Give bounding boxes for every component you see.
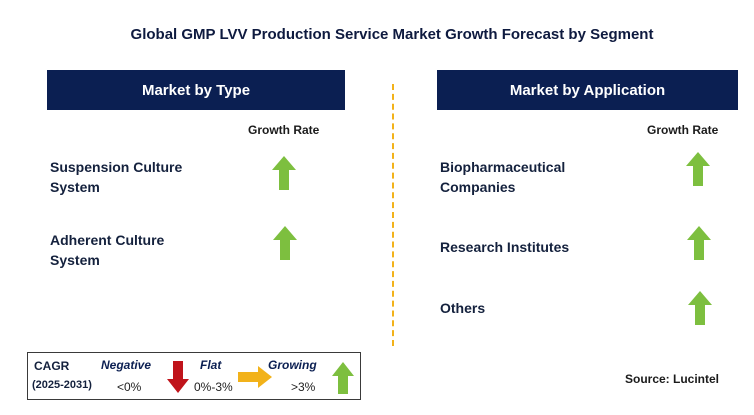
arrow-up-icon	[273, 226, 297, 260]
app-row-biopharma-line2: Companies	[440, 179, 516, 195]
app-row-others: Others	[440, 298, 620, 318]
arrow-down-icon	[167, 361, 189, 398]
legend-growing-label: Growing	[268, 358, 317, 372]
legend-negative-label: Negative	[101, 358, 152, 372]
arrow-up-icon	[687, 226, 711, 260]
panel-divider	[392, 84, 394, 346]
type-row-adherent-line1: Adherent Culture	[50, 232, 165, 248]
legend-growing-value: >3%	[291, 380, 316, 394]
type-row-suspension: Suspension Culture System	[50, 157, 230, 197]
growth-rate-label-right: Growth Rate	[647, 123, 719, 137]
legend-flat-label: Flat	[200, 358, 222, 372]
type-row-adherent: Adherent Culture System	[50, 230, 230, 270]
app-row-research: Research Institutes	[440, 237, 620, 257]
type-row-suspension-line2: System	[50, 179, 100, 195]
app-row-research-line1: Research Institutes	[440, 239, 570, 255]
type-row-suspension-line1: Suspension Culture	[50, 159, 183, 175]
legend-period-label: (2025-2031)	[32, 379, 92, 391]
legend-cagr-label: CAGR	[34, 359, 70, 373]
type-row-adherent-line2: System	[50, 252, 100, 268]
market-by-application-header: Market by Application	[437, 70, 738, 110]
arrow-up-icon	[332, 362, 354, 399]
arrow-up-icon	[686, 152, 710, 186]
market-by-type-header: Market by Type	[47, 70, 345, 110]
legend-flat-value: 0%-3%	[194, 380, 233, 394]
arrow-up-icon	[688, 291, 712, 325]
arrow-up-icon	[272, 156, 296, 190]
page-title: Global GMP LVV Production Service Market…	[130, 26, 654, 43]
arrow-right-icon	[238, 366, 272, 393]
app-row-biopharma-line1: Biopharmaceutical	[440, 159, 566, 175]
cagr-legend: CAGR (2025-2031) Negative <0% Flat 0%-3%…	[27, 352, 361, 400]
app-row-others-line1: Others	[440, 300, 486, 316]
app-row-biopharma: Biopharmaceutical Companies	[440, 157, 620, 197]
source-label: Source: Lucintel	[625, 372, 720, 386]
growth-rate-label-left: Growth Rate	[248, 123, 320, 137]
legend-negative-value: <0%	[117, 380, 142, 394]
